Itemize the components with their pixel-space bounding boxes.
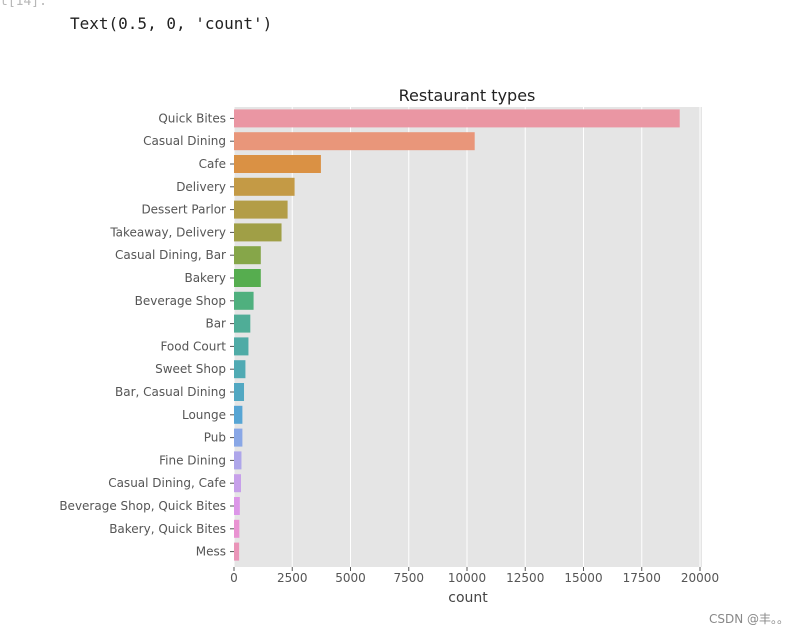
x-tick-label: 10000 bbox=[448, 571, 486, 585]
bar bbox=[234, 200, 288, 219]
y-tick-label: Bar, Casual Dining bbox=[115, 385, 226, 399]
bar bbox=[234, 177, 295, 196]
bar bbox=[234, 132, 475, 151]
y-tick-label: Bakery bbox=[184, 271, 226, 285]
y-tick-label: Fine Dining bbox=[159, 453, 226, 467]
bar bbox=[234, 542, 240, 561]
x-tick-label: 2500 bbox=[277, 571, 308, 585]
y-tick-label: Pub bbox=[204, 431, 226, 445]
y-tick-label: Lounge bbox=[182, 408, 226, 422]
bar bbox=[234, 109, 680, 128]
bar bbox=[234, 337, 249, 356]
plot-area bbox=[234, 107, 702, 567]
x-axis-label: count bbox=[448, 590, 488, 606]
bar bbox=[234, 474, 241, 493]
bar bbox=[234, 155, 321, 173]
bar bbox=[234, 451, 242, 470]
y-tick-label: Casual Dining, Bar bbox=[115, 248, 226, 262]
y-tick-label: Sweet Shop bbox=[155, 362, 226, 376]
y-tick-label: Bar bbox=[205, 317, 226, 331]
x-tick-label: 5000 bbox=[335, 571, 366, 585]
y-tick-label: Casual Dining bbox=[143, 134, 226, 148]
cell-prompt: t[14]: bbox=[0, 0, 47, 9]
y-tick-label: Dessert Parlor bbox=[141, 203, 226, 217]
y-tick-label: Takeaway, Delivery bbox=[109, 225, 226, 239]
x-tick-label: 17500 bbox=[623, 571, 661, 585]
y-tick-label: Food Court bbox=[160, 339, 226, 353]
bar bbox=[234, 383, 245, 401]
bar bbox=[234, 405, 243, 424]
bar bbox=[234, 291, 254, 310]
x-tick-label: 20000 bbox=[681, 571, 719, 585]
chart-title: Restaurant types bbox=[399, 86, 536, 105]
y-tick-label: Quick Bites bbox=[158, 111, 226, 125]
y-tick-label: Beverage Shop, Quick Bites bbox=[59, 499, 226, 513]
bar bbox=[234, 497, 240, 515]
bar bbox=[234, 223, 282, 242]
bar bbox=[234, 246, 261, 265]
y-tick-label: Mess bbox=[196, 545, 226, 559]
y-tick-label: Bakery, Quick Bites bbox=[109, 522, 226, 536]
y-tick-label: Cafe bbox=[199, 157, 226, 171]
bar bbox=[234, 269, 261, 287]
bar bbox=[234, 314, 251, 333]
x-tick-label: 0 bbox=[230, 571, 238, 585]
bar bbox=[234, 428, 243, 447]
x-tick-label: 7500 bbox=[393, 571, 424, 585]
y-tick-label: Beverage Shop bbox=[135, 294, 226, 308]
cell-output-text: Text(0.5, 0, 'count') bbox=[70, 14, 273, 33]
bar bbox=[234, 519, 240, 538]
watermark: CSDN @丰。。 bbox=[708, 612, 789, 626]
y-tick-label: Casual Dining, Cafe bbox=[108, 476, 226, 490]
y-tick-label: Delivery bbox=[176, 180, 226, 194]
x-tick-label: 12500 bbox=[506, 571, 544, 585]
bar bbox=[234, 360, 246, 379]
x-tick-label: 15000 bbox=[564, 571, 602, 585]
